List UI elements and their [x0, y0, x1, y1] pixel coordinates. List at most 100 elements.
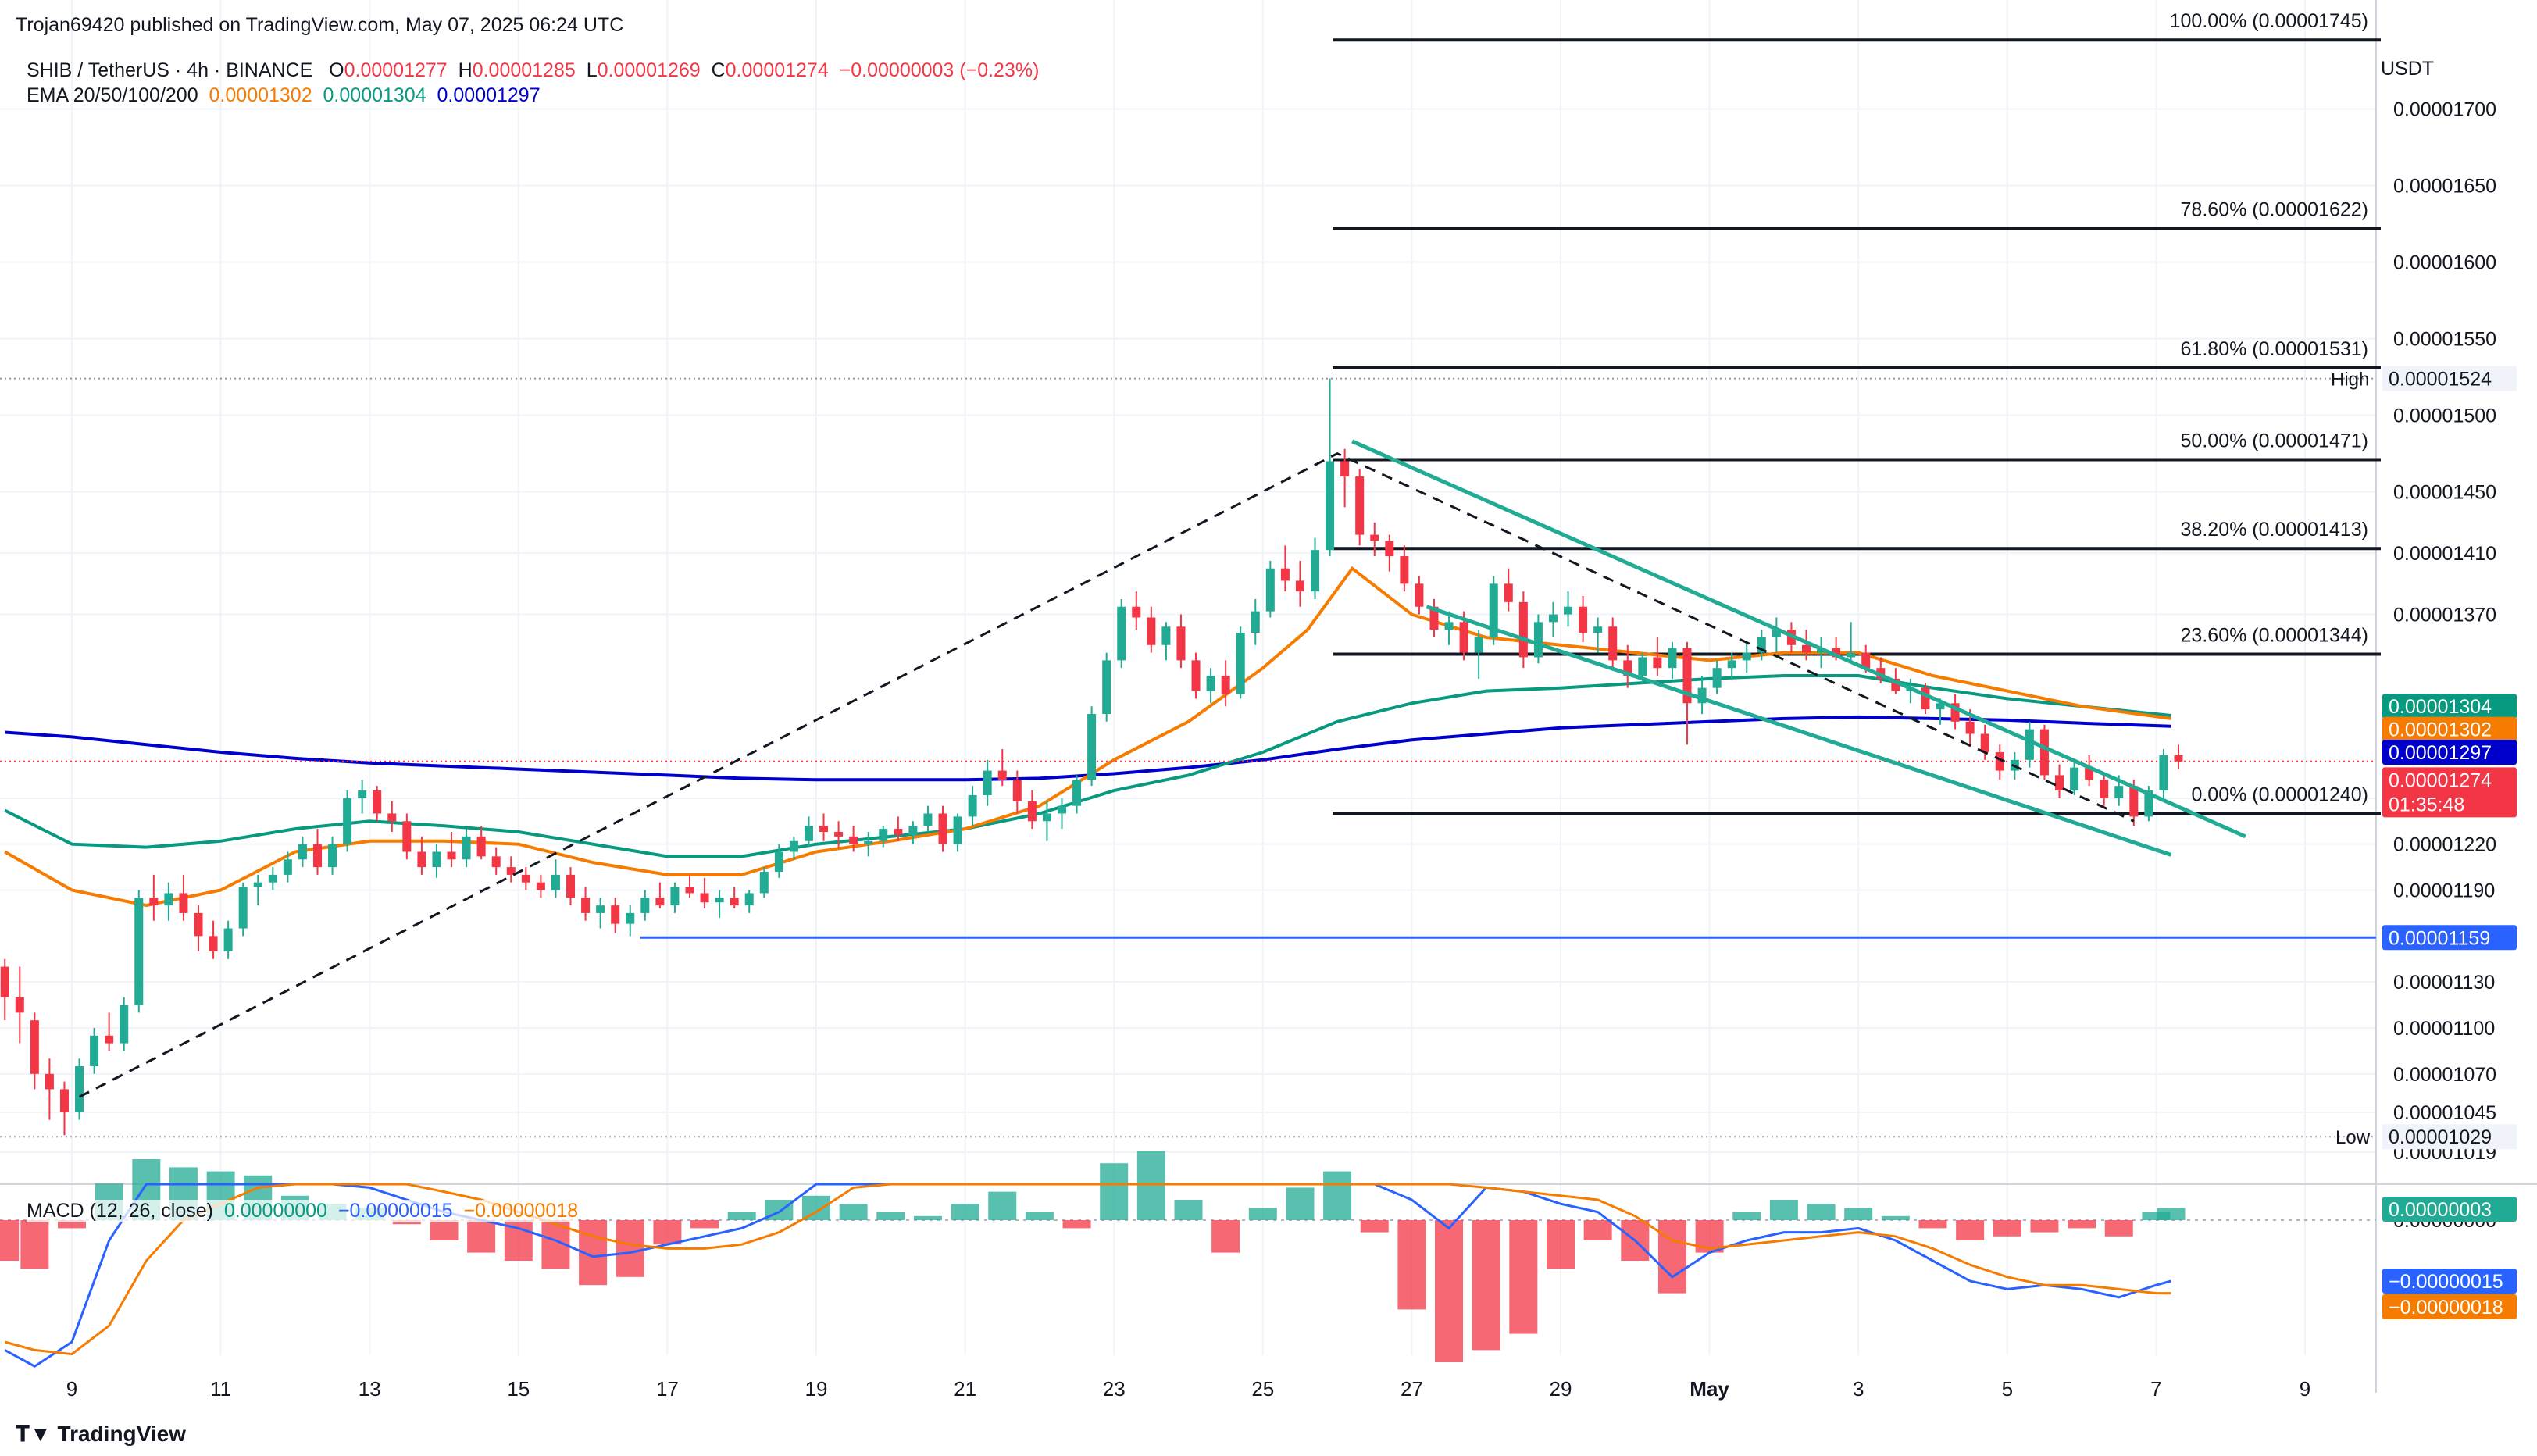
candle-body — [1742, 652, 1751, 661]
time-tick-label: 21 — [954, 1377, 976, 1401]
chart-grid — [0, 0, 2537, 1393]
price-tick-label: 0.00001130 — [2393, 972, 2495, 994]
macd-histogram-bar — [1472, 1220, 1500, 1351]
macd-line-badge: −0.00000015 — [2389, 1271, 2503, 1293]
macd-histogram-bar — [1807, 1204, 1836, 1220]
tradingview-logo[interactable]: 𝐓▼ TradingView — [16, 1422, 186, 1447]
candle-body — [105, 1035, 114, 1044]
candle-body — [1251, 611, 1260, 633]
symbol-title[interactable]: SHIB / TetherUS · 4h · BINANCE — [27, 59, 313, 81]
candle-body — [1638, 657, 1647, 676]
time-tick-label: 3 — [1853, 1377, 1864, 1401]
candle-body — [1265, 568, 1275, 612]
low-label-ohlc: L — [586, 59, 598, 81]
macd-signal-line — [4, 1183, 2171, 1356]
macd-histogram-bar — [1993, 1220, 2021, 1237]
macd-legend[interactable]: MACD (12, 26, close) 0.00000000 −0.00000… — [27, 1200, 579, 1222]
price-axis[interactable]: 0.00001700 0.00001650 0.00001600 0.00001550… — [2393, 98, 2496, 1232]
currency-label: USDT — [2381, 58, 2434, 80]
candle-body — [328, 844, 337, 868]
tv-logo-icon: 𝐓▼ — [16, 1422, 52, 1446]
open-label: O — [329, 59, 344, 81]
ema200-value: 0.00001297 — [437, 84, 541, 106]
price-tick-label: 0.00001550 — [2393, 329, 2496, 351]
macd-histogram-bar — [1136, 1151, 1165, 1220]
candle-body — [1415, 583, 1424, 607]
candle-body — [2100, 780, 2109, 798]
macd-label[interactable]: MACD (12, 26, close) — [27, 1200, 213, 1222]
symbol-legend[interactable]: SHIB / TetherUS · 4h · BINANCE O0.000012… — [27, 59, 1039, 82]
trend-drawings[interactable] — [78, 439, 2246, 1098]
macd-histogram-bar — [1769, 1200, 1798, 1220]
macd-histogram-bar — [1881, 1215, 1910, 1220]
price-tick-label: 0.00001370 — [2393, 605, 2496, 626]
candle-body — [1072, 780, 1082, 806]
ema20-value: 0.00001302 — [209, 84, 312, 106]
time-tick-label: 27 — [1401, 1377, 1423, 1401]
macd-histogram-bar — [1062, 1220, 1091, 1229]
candle-body — [1385, 541, 1394, 557]
candle-body — [1593, 626, 1603, 633]
price-badge-1-bg — [2382, 716, 2517, 742]
macd-histogram-bar — [653, 1220, 682, 1245]
ema-legend[interactable]: EMA 20/50/100/200 0.00001302 0.00001304 … — [27, 84, 541, 107]
fib-level-label: 0.00% (0.00001240) — [2191, 783, 2368, 805]
candle-body — [149, 898, 159, 906]
macd-signal-badge: −0.00000018 — [2389, 1297, 2503, 1319]
low-value-badge: 0.00001029 — [2389, 1126, 2492, 1148]
price-badge-2-bg — [2382, 740, 2517, 765]
candle-body — [1697, 687, 1707, 704]
candle-body — [1757, 637, 1766, 653]
time-axis[interactable]: 9 11 13 15 17 19 21 23 25 27 29 May 3 5 7 9 — [66, 1377, 2310, 1401]
candle-body — [953, 816, 962, 844]
candle-body — [45, 1073, 54, 1090]
candle-body — [462, 836, 471, 860]
candle-body — [730, 898, 739, 906]
price-tick-label: 0.00001045 — [2393, 1102, 2496, 1124]
macd-histogram-bar — [988, 1191, 1017, 1220]
ema-label[interactable]: EMA 20/50/100/200 — [27, 84, 198, 106]
candle-body — [879, 829, 888, 841]
candle-body — [402, 821, 412, 852]
candle-body — [849, 836, 858, 844]
candle-body — [894, 829, 903, 835]
fib-level-label: 50.00% (0.00001471) — [2181, 430, 2368, 452]
candle-body — [1206, 675, 1215, 691]
candle-body — [1518, 601, 1528, 658]
candle-body — [1444, 622, 1454, 630]
fib-level-label: 38.20% (0.00001413) — [2181, 519, 2368, 541]
price-badge-3-countdown: 01:35:48 — [2389, 794, 2464, 815]
macd-histogram-bar — [0, 1220, 20, 1261]
candle-body — [700, 893, 709, 903]
price-tick-label: 0.00001700 — [2393, 98, 2496, 120]
time-tick-label: 15 — [507, 1377, 530, 1401]
high-value-badge: 0.00001524 — [2389, 369, 2492, 391]
price-badge-2: 0.00001297 — [2389, 742, 2492, 764]
candle-body — [983, 770, 992, 795]
time-tick-label: May — [1690, 1377, 1729, 1401]
candle-body — [2025, 729, 2034, 760]
macd-histogram-bar — [2068, 1220, 2096, 1229]
candle-body — [938, 813, 947, 844]
high-badge-bg — [2382, 366, 2517, 391]
candle-body — [1057, 805, 1066, 814]
candle-body — [581, 898, 591, 913]
macd-histogram-bar — [1732, 1212, 1761, 1220]
candle-body — [1117, 606, 1126, 661]
candle-body — [1608, 626, 1618, 661]
low-badge-bg — [2382, 1124, 2517, 1150]
time-tick-label: 29 — [1550, 1377, 1572, 1401]
macd-histogram-bar — [876, 1212, 905, 1220]
candle-body — [30, 1020, 39, 1074]
macd-histogram-bar — [1360, 1220, 1389, 1233]
fibonacci-retracement[interactable]: 100.00% (0.00001745) 78.60% (0.00001622) 6… — [1333, 10, 2381, 815]
candle-body — [1801, 644, 1811, 653]
candle-body — [491, 856, 501, 868]
candle-body — [209, 936, 218, 951]
candle-body — [1772, 630, 1781, 637]
candle-body — [521, 874, 530, 883]
candle-body — [2055, 775, 2064, 791]
candle-body — [1950, 703, 1960, 722]
candle-body — [1429, 606, 1439, 630]
